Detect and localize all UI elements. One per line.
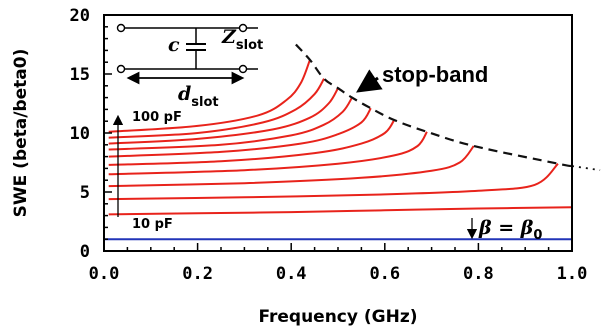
series-line-5: [108, 119, 396, 166]
cap-high-label: 100 pF: [132, 110, 182, 125]
y-tick-label: 20: [70, 6, 90, 26]
series-line-6: [108, 107, 372, 158]
circuit-inset: [116, 23, 258, 85]
series-line-8: [108, 87, 339, 145]
y-tick-label: 0: [80, 242, 90, 262]
stop-band-boundary: [295, 43, 601, 172]
series-line-2: [108, 162, 559, 201]
x-axis-title: Frequency (GHz): [258, 307, 417, 327]
data-series-group: [104, 59, 573, 241]
stop-band-label: stop-band: [382, 62, 488, 87]
cap-low-label: 10 pF: [132, 217, 173, 232]
x-tick-label: 0.0: [89, 264, 120, 284]
y-tick-label: 10: [70, 124, 90, 144]
axis-ticks: 0.0 0.2 0.4 0.6 0.8 1.0 0 5 10 15 20: [70, 6, 588, 284]
x-tick-label: 0.2: [182, 264, 213, 284]
inset-c-label: c: [168, 34, 180, 56]
series-line-3: [108, 145, 475, 188]
y-tick-label: 5: [80, 183, 90, 203]
series-line-4: [108, 131, 428, 176]
x-tick-label: 1.0: [557, 264, 588, 284]
stop-band-arrow: [356, 69, 383, 93]
inset-d-label: dslot: [178, 83, 219, 110]
series-line-7: [108, 97, 353, 151]
beta-label: β = β0: [478, 217, 542, 243]
x-tick-label: 0.4: [276, 264, 307, 284]
stop-band-extension: [571, 165, 601, 172]
series-line-1: [108, 206, 573, 216]
x-tick-label: 0.8: [463, 264, 494, 284]
series-line-10: [108, 59, 311, 133]
inset-z-label: Zslot: [221, 26, 263, 53]
y-tick-label: 15: [70, 65, 90, 85]
series-line-9: [108, 78, 325, 139]
stop-band-envelope: [295, 43, 573, 168]
y-axis-title: SWE (beta/beta0): [11, 49, 31, 218]
x-tick-label: 0.6: [369, 264, 400, 284]
